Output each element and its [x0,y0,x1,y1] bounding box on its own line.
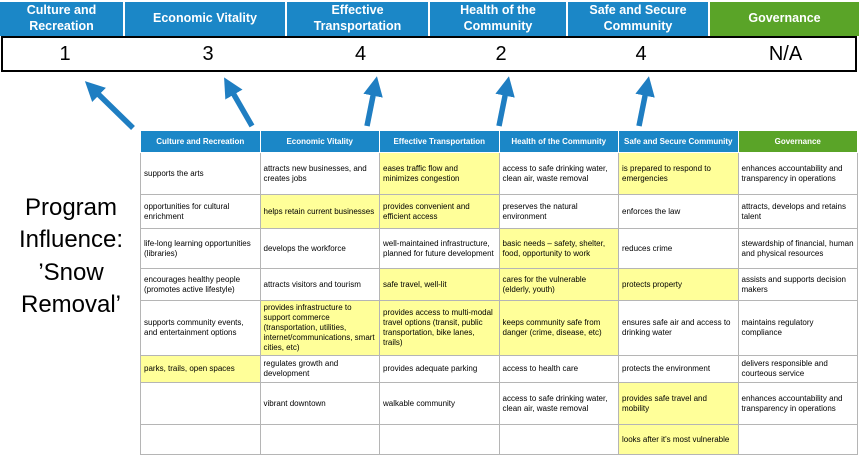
matrix-header: Economic Vitality [259,130,380,153]
matrix-cell: attracts, develops and retains talent [737,194,858,229]
matrix-cell: enhances accountability and transparency… [737,382,858,425]
matrix-cell: regulates growth and development [259,355,380,383]
arrows-layer [84,76,655,130]
score-safety: 4 [635,42,647,65]
matrix-cell: vibrant downtown [259,382,380,425]
table-row: supports the arts attracts new businesses… [140,152,858,195]
matrix-cell: life-long learning opportunities (librar… [140,228,261,269]
matrix-cell: provides adequate parking [379,355,500,383]
matrix-cell: well-maintained infrastructure, planned … [379,228,500,269]
matrix-cell [498,424,619,455]
table-row: parks, trails, open spaces regulates grow… [140,355,858,383]
matrix-cell: attracts new businesses, and creates job… [259,152,380,195]
matrix-cell: provides access to multi-modal travel op… [379,300,500,356]
matrix-body: supports the arts attracts new businesses… [140,152,858,455]
score-row: 1 3 4 2 4 N/A [1,36,857,72]
matrix-cell: helps retain current businesses [259,194,380,229]
matrix-cell: keeps community safe from danger (crime,… [498,300,619,356]
category-header-governance: Governance [710,2,859,36]
matrix-cell: ensures safe air and access to drinking … [618,300,739,356]
matrix-cell: supports community events, and entertain… [140,300,261,356]
category-header-safety: Safe and Secure Community [568,2,710,36]
matrix-cell: walkable community [379,382,500,425]
table-row: encourages healthy people (promotes acti… [140,268,858,301]
matrix-cell: protects the environment [618,355,739,383]
table-row: vibrant downtown walkable community access… [140,382,858,425]
up-arrow-icon [224,77,255,128]
matrix-header: Culture and Recreation [140,130,261,153]
matrix-cell [140,424,261,455]
matrix-cell: enforces the law [618,194,739,229]
matrix-cell: supports the arts [140,152,261,195]
category-header-transportation: Effective Transportation [287,2,430,36]
matrix-cell: access to safe drinking water, clean air… [498,382,619,425]
category-header-row: Culture and Recreation Economic Vitality… [0,2,859,36]
score-economic: 3 [202,42,214,65]
score-transportation: 4 [354,42,367,65]
up-arrow-icon [635,76,655,127]
matrix-cell: reduces crime [618,228,739,269]
table-row: life-long learning opportunities (librar… [140,228,858,269]
matrix-cell: encourages healthy people (promotes acti… [140,268,261,301]
matrix-cell: provides convenient and efficient access [379,194,500,229]
matrix-cell [737,424,858,455]
matrix-cell: opportunities for cultural enrichment [140,194,261,229]
matrix-cell: cares for the vulnerable (elderly, youth… [498,268,619,301]
matrix-cell: looks after it's most vulnerable [618,424,739,455]
matrix-cell: basic needs – safety, shelter, food, opp… [498,228,619,269]
matrix-cell: access to health care [498,355,619,383]
up-arrow-icon [363,76,383,127]
category-header-culture: Culture and Recreation [0,2,125,36]
score-health: 2 [495,42,507,65]
matrix-cell: parks, trails, open spaces [140,355,261,383]
matrix-cell: access to safe drinking water, clean air… [498,152,619,195]
matrix-cell: provides safe travel and mobility [618,382,739,425]
matrix-cell: assists and supports decision makers [737,268,858,301]
influence-matrix: Culture and Recreation Economic Vitality E… [140,130,858,455]
matrix-cell: develops the workforce [259,228,380,269]
matrix-cell: stewardship of financial, human and phys… [737,228,858,269]
matrix-cell: eases traffic flow and minimizes congest… [379,152,500,195]
matrix-cell [140,382,261,425]
matrix-header: Safe and Secure Community [618,130,739,153]
matrix-cell: provides infrastructure to support comme… [259,300,380,356]
up-arrow-icon [84,81,135,130]
matrix-cell: safe travel, well-lit [379,268,500,301]
matrix-cell: is prepared to respond to emergencies [618,152,739,195]
matrix-cell: delivers responsible and courteous servi… [737,355,858,383]
matrix-cell: protects property [618,268,739,301]
matrix-header: Health of the Community [498,130,619,153]
matrix-cell [379,424,500,455]
table-row: looks after it's most vulnerable [140,424,858,455]
score-governance: N/A [768,42,803,65]
matrix-cell: enhances accountability and transparency… [737,152,858,195]
up-arrow-icon [495,76,515,127]
category-header-health: Health of the Community [430,2,568,36]
table-row: supports community events, and entertain… [140,300,858,356]
matrix-header: Effective Transportation [379,130,500,153]
matrix-cell [259,424,380,455]
score-culture: 1 [59,42,71,65]
matrix-cell: attracts visitors and tourism [259,268,380,301]
category-header-economic: Economic Vitality [125,2,287,36]
table-row: opportunities for cultural enrichment hel… [140,194,858,229]
matrix-head: Culture and Recreation Economic Vitality E… [140,130,858,153]
matrix-cell: preserves the natural environment [498,194,619,229]
matrix-cell: maintains regulatory compliance [737,300,858,356]
matrix-header: Governance [737,130,858,153]
page-title: Program Influence: ’Snow Removal’ [18,194,124,319]
